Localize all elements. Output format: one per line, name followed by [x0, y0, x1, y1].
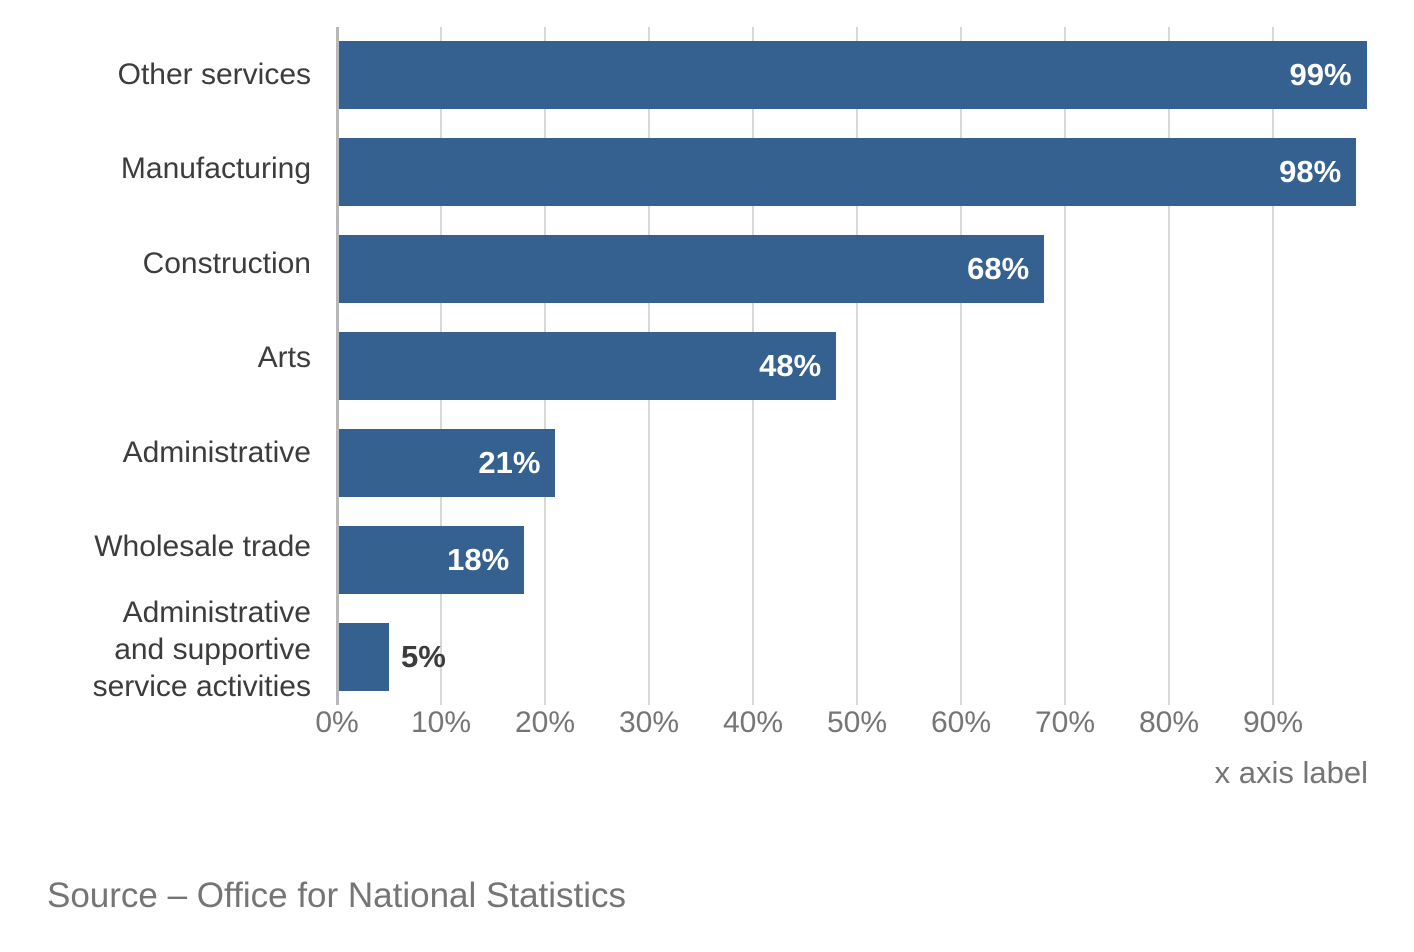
bar-row: 48%	[337, 318, 1377, 415]
x-axis-label: x axis label	[1214, 755, 1368, 790]
category-label: Construction	[0, 216, 311, 311]
bar: 5%	[337, 622, 446, 691]
category-label-line: Administrative	[122, 596, 311, 629]
bar: 48%	[337, 332, 837, 400]
gridline	[1272, 27, 1274, 705]
value-label: 18%	[447, 541, 510, 577]
category-label-line: Other services	[117, 57, 311, 91]
bar: 21%	[337, 428, 556, 497]
gridline	[1064, 27, 1066, 705]
x-tick-label: 10%	[410, 706, 472, 739]
bar-row: 5%	[337, 608, 1377, 705]
category-label: Manufacturing	[0, 122, 311, 217]
gridline	[960, 27, 962, 705]
bar-row: 68%	[337, 221, 1377, 318]
value-label: 99%	[1289, 57, 1352, 93]
value-label: 68%	[967, 251, 1030, 287]
category-label-line: Wholesale trade	[94, 530, 311, 564]
x-tick-label: 30%	[618, 706, 680, 739]
category-labels-column: Other services Manufacturing Construction A…	[0, 27, 311, 705]
x-tick-label: 50%	[826, 706, 888, 739]
category-label-line: Manufacturing	[120, 152, 311, 186]
x-tick-label: 0%	[315, 706, 359, 739]
x-tick-label: 40%	[722, 706, 784, 739]
bar-rows: 99% 98% 68% 48% 21% 18% 5%	[337, 27, 1377, 705]
category-label: Other services	[0, 27, 311, 122]
category-label: Administrative	[0, 405, 311, 500]
bar: 18%	[337, 525, 525, 594]
x-tick-label: 90%	[1242, 706, 1304, 739]
plot-area: 99% 98% 68% 48% 21% 18% 5%	[335, 27, 1377, 705]
x-tick-label: 80%	[1138, 706, 1200, 739]
category-label-line: service activities	[92, 670, 311, 703]
x-tick-label: 60%	[930, 706, 992, 739]
bar: 68%	[337, 235, 1045, 304]
category-label-line: Arts	[257, 341, 311, 375]
bar: 99%	[337, 41, 1367, 110]
bar-row: 99%	[337, 27, 1377, 124]
category-label: Wholesale trade	[0, 500, 311, 595]
category-label-line: Construction	[142, 246, 311, 280]
category-label-line: Administrative	[122, 435, 311, 469]
bar: 98%	[337, 138, 1357, 207]
x-tick-label: 70%	[1034, 706, 1096, 739]
value-label: 21%	[478, 444, 541, 480]
value-label: 48%	[759, 348, 822, 383]
x-axis-ticks: 0% 10% 20% 30% 40% 50% 60% 70% 80% 90%	[315, 706, 1377, 746]
gridline	[1168, 27, 1170, 705]
value-label: 5%	[401, 638, 446, 674]
bar-row: 21%	[337, 414, 1377, 511]
category-label-line: and supportive	[114, 633, 311, 666]
category-label: Administrative and supportive service acti…	[0, 594, 311, 705]
bar-row: 18%	[337, 511, 1377, 608]
category-label: Arts	[0, 311, 311, 406]
x-tick-label: 20%	[514, 706, 576, 739]
gridline	[856, 27, 858, 705]
source-note: Source – Office for National Statistics	[47, 876, 627, 915]
bar-row: 98%	[337, 124, 1377, 221]
y-axis-line	[335, 27, 339, 705]
value-label: 98%	[1279, 154, 1342, 190]
